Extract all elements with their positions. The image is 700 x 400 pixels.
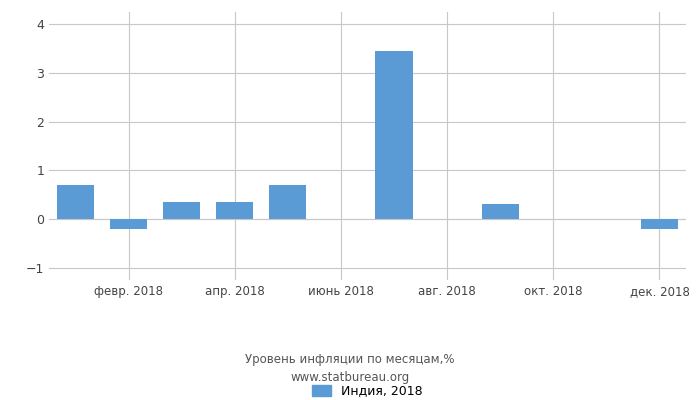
Bar — [110, 219, 147, 229]
Text: www.statbureau.org: www.statbureau.org — [290, 372, 410, 384]
Bar — [375, 51, 412, 219]
Bar — [163, 202, 200, 219]
Legend: Индия, 2018: Индия, 2018 — [307, 379, 428, 400]
Bar — [270, 185, 307, 219]
Bar — [482, 204, 519, 219]
Bar — [641, 219, 678, 229]
Bar — [57, 185, 94, 219]
Bar — [216, 202, 253, 219]
Text: Уровень инфляции по месяцам,%: Уровень инфляции по месяцам,% — [245, 354, 455, 366]
